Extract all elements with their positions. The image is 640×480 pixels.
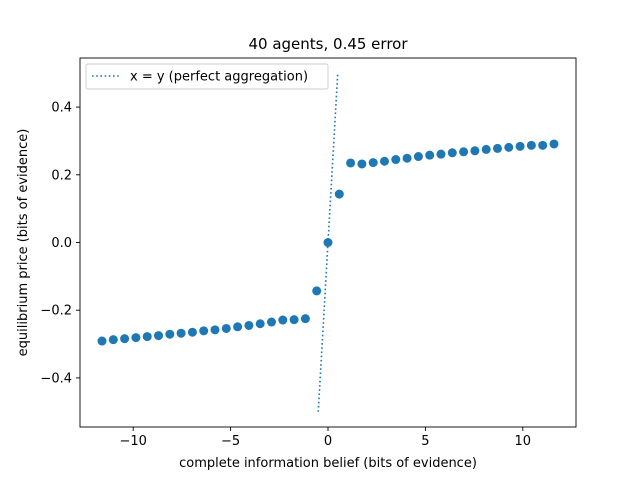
data-point (515, 141, 525, 151)
data-point (481, 144, 491, 154)
legend-box (85, 63, 329, 90)
data-point (504, 142, 514, 152)
legend-label: x = y (perfect aggregation) (130, 70, 308, 85)
x-tick-label: 5 (421, 434, 429, 449)
x-tick-label: 10 (515, 434, 532, 449)
data-point (526, 140, 536, 150)
data-point (402, 153, 412, 163)
data-points (97, 139, 559, 346)
data-point (391, 155, 401, 165)
data-point (459, 147, 469, 157)
x-tick-label: 0 (324, 434, 332, 449)
data-point (108, 335, 118, 345)
data-point (447, 148, 457, 158)
data-point (549, 139, 559, 149)
data-point (210, 325, 220, 335)
data-point (278, 315, 288, 325)
data-point (165, 329, 175, 339)
x-tick-label: −10 (119, 434, 146, 449)
data-point (300, 314, 310, 324)
data-point (255, 319, 265, 329)
data-point (470, 146, 480, 156)
data-point (154, 331, 164, 341)
legend: x = y (perfect aggregation) (85, 63, 329, 90)
data-point (187, 327, 197, 337)
y-tick-label: −0.4 (40, 371, 72, 386)
data-point (199, 326, 209, 336)
data-point (357, 159, 367, 169)
data-point (425, 150, 435, 160)
data-point (323, 238, 333, 247)
data-point (334, 189, 344, 199)
x-axis-label: complete information belief (bits of evi… (179, 456, 477, 471)
data-point (538, 140, 548, 150)
y-tick-label: 0.4 (51, 101, 72, 116)
x-tick-label: −5 (221, 434, 240, 449)
data-point (267, 317, 277, 327)
y-axis-label: equilibrium price (bits of evidence) (16, 129, 31, 357)
data-point (368, 158, 378, 168)
axes-frame (79, 57, 577, 428)
data-point (413, 152, 423, 162)
data-point (436, 149, 446, 159)
y-tick-label: 0.0 (51, 236, 72, 251)
data-point (176, 328, 186, 338)
data-point (97, 336, 107, 346)
data-point (233, 322, 243, 332)
data-point (221, 323, 231, 333)
data-point (131, 333, 141, 343)
plot-area (97, 73, 559, 412)
y-tick-label: 0.2 (51, 168, 72, 183)
data-point (120, 334, 130, 344)
y-tick-label: −0.2 (40, 304, 72, 319)
data-point (289, 315, 299, 325)
data-point (379, 156, 389, 166)
data-point (312, 286, 322, 296)
data-point (142, 332, 152, 342)
y-axis-ticks: −0.4 −0.2 0.0 0.2 0.4 (40, 101, 80, 386)
x-axis-ticks: −10 −5 0 5 10 (119, 427, 531, 449)
data-point (346, 158, 356, 168)
data-point (244, 320, 254, 330)
chart-title: 40 agents, 0.45 error (248, 35, 408, 53)
data-point (492, 143, 502, 153)
